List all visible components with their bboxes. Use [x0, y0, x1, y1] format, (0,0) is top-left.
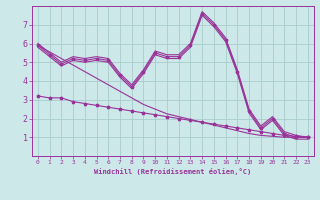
X-axis label: Windchill (Refroidissement éolien,°C): Windchill (Refroidissement éolien,°C)	[94, 168, 252, 175]
